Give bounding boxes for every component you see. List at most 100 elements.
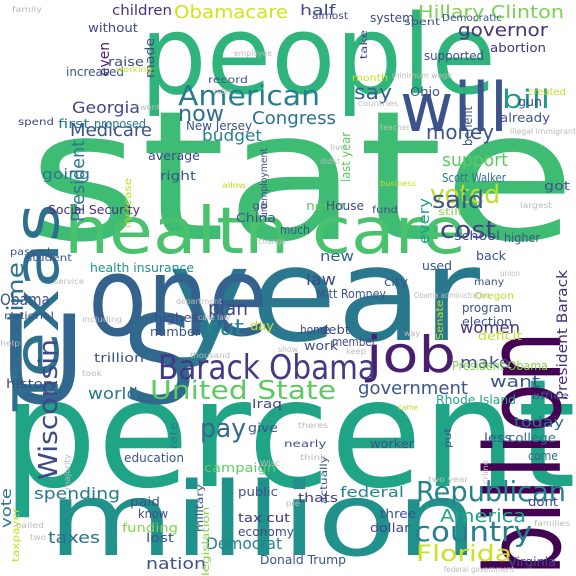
cloud-word-voted: voted	[430, 180, 500, 210]
cloud-word-majority: majority	[63, 454, 72, 490]
cloud-word-came: came	[398, 403, 418, 412]
cloud-word-health-care: health care	[64, 195, 466, 269]
cloud-word-used: used	[422, 259, 452, 273]
cloud-word-public: public	[238, 485, 278, 499]
cloud-word-supported: supported	[424, 49, 484, 63]
cloud-word-federal: federal	[340, 485, 404, 501]
cloud-word-dollar: dollar	[370, 521, 410, 535]
cloud-word-job: job	[366, 326, 456, 384]
cloud-word-want: want	[490, 372, 540, 391]
cloud-word-democratic: Democratic	[442, 13, 502, 24]
cloud-word-created: created	[528, 87, 566, 98]
cloud-word-never: never	[306, 199, 346, 213]
cloud-word-republican: Republican	[416, 475, 566, 508]
cloud-word-say: say	[354, 80, 392, 104]
cloud-word-florida: Florida	[416, 542, 512, 567]
cloud-word-go: go	[252, 201, 268, 212]
cloud-word-actually: actually	[319, 456, 330, 504]
cloud-word-make: make	[460, 353, 510, 372]
cloud-word-back: back	[476, 249, 506, 263]
cloud-word-obamacare: Obamacare	[174, 2, 288, 23]
cloud-word-come: come	[528, 449, 558, 463]
cloud-word-increase: increase	[123, 178, 134, 228]
cloud-word-barack-obama: Barack Obama	[158, 348, 376, 388]
cloud-word-bill: bill	[502, 85, 550, 115]
cloud-word-today: today	[514, 415, 564, 431]
cloud-word-taxes: taxes	[48, 528, 100, 547]
cloud-word-wisconsin: Wisconsin	[34, 339, 64, 480]
cloud-word-obama-administration: Obama administration	[414, 291, 490, 300]
cloud-word-year: year	[168, 219, 480, 371]
cloud-word-home: home	[300, 323, 330, 337]
cloud-word-economy: economy	[238, 525, 294, 539]
cloud-word-new: new	[320, 249, 354, 265]
cloud-word-every: every	[417, 198, 433, 244]
cloud-word-medicare: Medicare	[70, 120, 152, 141]
cloud-word-think: think	[300, 453, 326, 462]
cloud-word-increased: increased	[66, 65, 124, 79]
cloud-word-thats: thats	[298, 491, 338, 505]
cloud-word-social-security: Social Security	[48, 203, 140, 217]
cloud-word-education: education	[124, 451, 184, 465]
cloud-word-show: show	[278, 345, 298, 354]
cloud-word-two-year: two year	[428, 475, 468, 484]
cloud-word-budget: budget	[202, 126, 262, 145]
cloud-word-new-jersey: New Jersey	[186, 119, 252, 133]
cloud-word-history: history	[6, 377, 58, 391]
cloud-word-minimum-wage: minimum wage	[392, 71, 452, 80]
cloud-word-president-barack: President Barack	[555, 270, 571, 400]
cloud-word-cut: cut	[206, 316, 244, 341]
cloud-word-way: way	[404, 329, 420, 338]
cloud-word-said: said	[432, 186, 484, 214]
cloud-word-taxpayer: taxpayer	[11, 508, 22, 562]
cloud-word-hillary-clinton: Hillary Clinton	[418, 2, 564, 23]
cloud-word-union: union	[500, 269, 520, 278]
cloud-word-city: city	[384, 275, 408, 289]
cloud-word-senate: Senate	[435, 300, 446, 340]
cloud-word-many: many	[474, 277, 504, 288]
cloud-word-business: business	[380, 179, 416, 188]
cloud-word-work: work	[304, 339, 338, 353]
cloud-word-house: House	[326, 199, 364, 213]
cloud-word-month: month	[352, 73, 388, 84]
cloud-word-two: two	[30, 533, 46, 542]
cloud-word-oregon: Oregon	[474, 291, 514, 302]
cloud-word-record: record	[208, 75, 248, 86]
cloud-word-largest: largest	[520, 201, 552, 210]
cloud-word-debt: debt	[320, 323, 350, 337]
cloud-word-give: give	[248, 421, 278, 435]
cloud-word-trillion: trillion	[94, 351, 144, 365]
cloud-word-teacher: teacher	[380, 123, 410, 132]
cloud-word-right: right	[160, 169, 196, 183]
cloud-word-one: one	[88, 233, 268, 361]
cloud-word-already: already	[500, 111, 550, 125]
cloud-word-working: working	[116, 65, 152, 74]
cloud-word-went: went	[140, 103, 160, 112]
cloud-word-take: take	[359, 30, 370, 60]
cloud-word-world: world	[88, 384, 138, 403]
cloud-word-will: will	[400, 69, 508, 148]
cloud-word-got: got	[544, 179, 570, 193]
cloud-word-government: government	[358, 378, 468, 399]
cloud-word-rate: rate	[169, 422, 180, 450]
cloud-word-national: national	[4, 311, 54, 322]
cloud-word-day: day	[250, 319, 274, 333]
cloud-word-state: state	[28, 73, 576, 282]
cloud-word-raise: raise	[108, 55, 144, 69]
cloud-word-ohio: Ohio	[410, 85, 440, 99]
cloud-word-democrat: Democrat	[206, 534, 282, 553]
cloud-word-scott-walker: Scott Walker	[442, 171, 506, 185]
cloud-word-spend: spend	[18, 117, 54, 128]
cloud-word-federal-government: federal government	[444, 565, 514, 574]
cloud-word-thousand: thousand	[190, 351, 230, 360]
cloud-word-benefit: benefit	[461, 106, 475, 146]
cloud-word-congress: Congress	[252, 108, 336, 129]
cloud-word-passed: passed	[10, 247, 50, 258]
cloud-word-illegal-immigrant: illegal immigrant	[510, 127, 576, 136]
cloud-word-worker: worker	[370, 437, 414, 451]
cloud-word-pay: pay	[200, 414, 246, 444]
cloud-word-first: first	[58, 117, 90, 131]
cloud-word-allow: allow	[222, 181, 246, 190]
cloud-word-didnt: didnt	[320, 157, 340, 166]
